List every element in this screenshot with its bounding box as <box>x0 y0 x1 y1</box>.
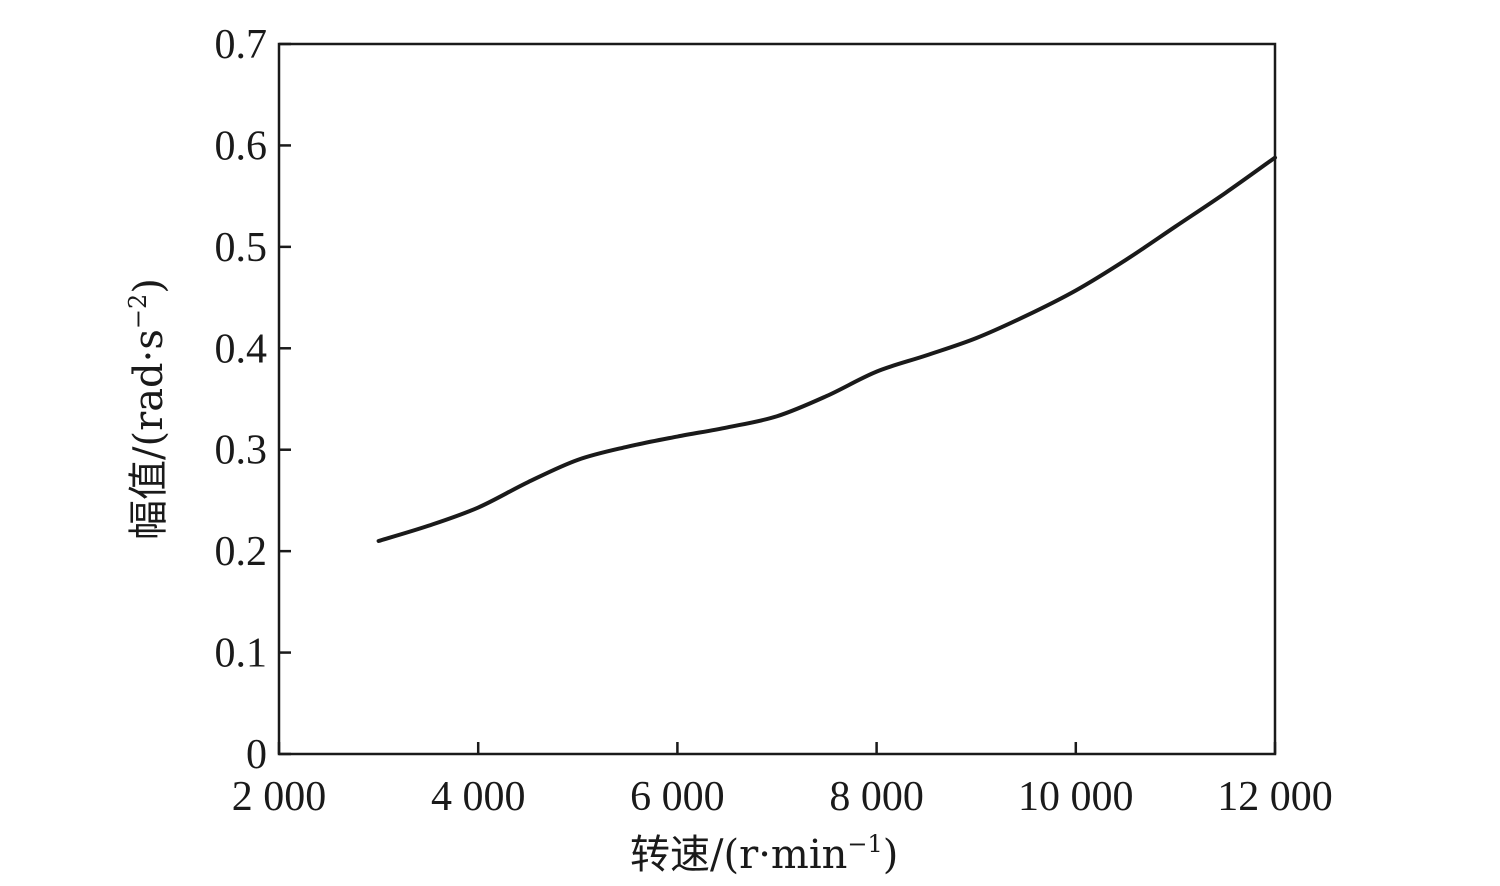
y-tick-label: 0.3 <box>215 428 268 474</box>
y-tick-label: 0.6 <box>215 123 268 169</box>
y-tick-label: 0 <box>246 732 267 778</box>
x-tick-label: 2 000 <box>232 774 327 820</box>
plot-frame <box>277 42 1277 756</box>
x-tick-label: 12 000 <box>1217 774 1333 820</box>
y-axis-label: 幅值/(rad·s−2) <box>124 278 172 540</box>
x-tick-label: 8 000 <box>829 774 924 820</box>
x-tick-label: 4 000 <box>431 774 526 820</box>
y-tick-label: 0.2 <box>215 529 268 575</box>
series-line <box>376 155 1277 543</box>
x-tick-label: 6 000 <box>630 774 725 820</box>
x-tick-label: 10 000 <box>1018 774 1134 820</box>
y-tick-label: 0.5 <box>215 225 268 271</box>
y-axis-ticks: 0 0.1 0.2 0.3 0.4 0.5 0.6 0.7 <box>215 22 291 778</box>
y-tick-label: 0.1 <box>215 631 268 677</box>
y-tick-label: 0.7 <box>215 22 268 68</box>
x-axis-label: 转速/(r·min−1) <box>630 830 898 878</box>
y-tick-label: 0.4 <box>215 326 268 372</box>
x-axis-ticks: 2 000 4 000 6 000 8 000 10 000 12 000 <box>232 742 1333 820</box>
